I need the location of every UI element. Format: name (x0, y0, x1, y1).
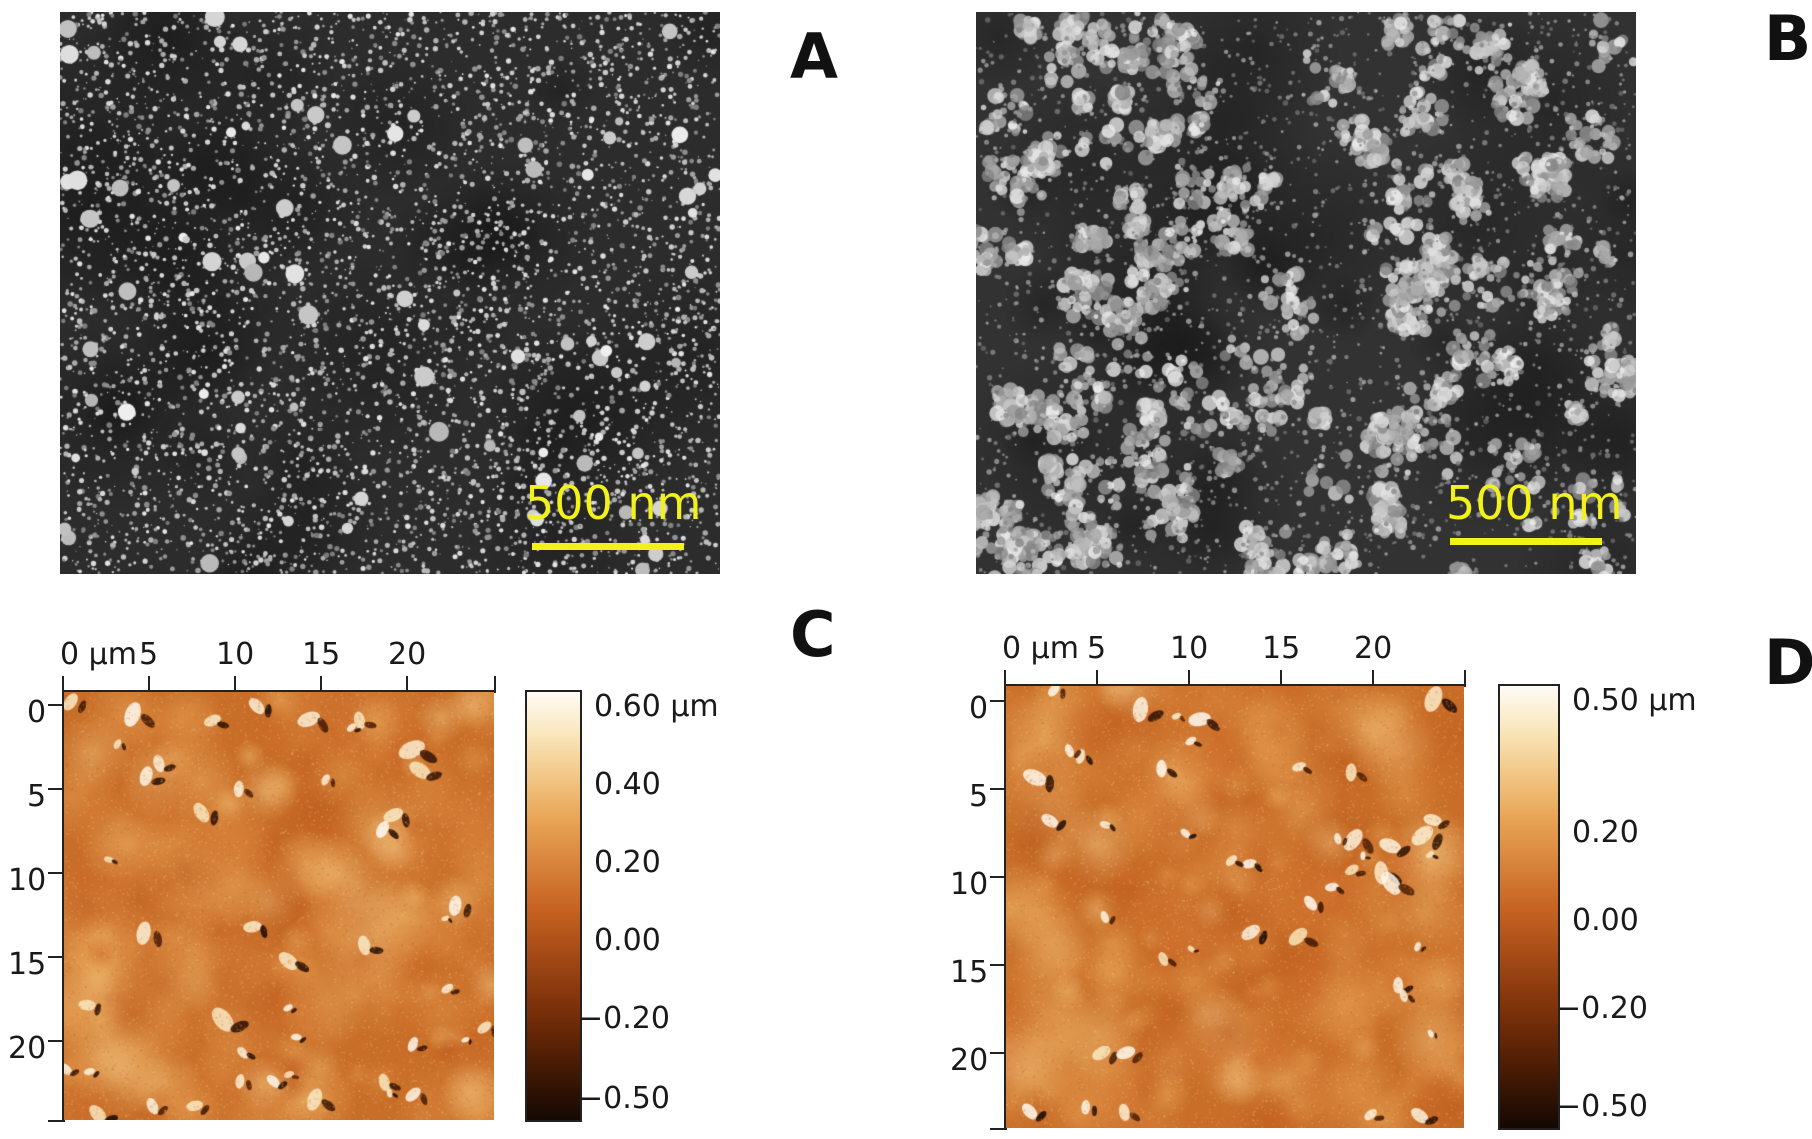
left-tick-label-c-2: 10 (8, 863, 47, 898)
left-tick-d-2 (990, 876, 1004, 878)
left-tick-label-c-0: 0 (27, 695, 47, 730)
left-tick-c-2 (48, 872, 62, 874)
top-tick-label-c-4: 20 (388, 637, 427, 672)
left-tick-label-d-4: 20 (950, 1043, 989, 1078)
top-tick-label-c-3: 15 (302, 637, 341, 672)
top-tick-d-1 (1096, 670, 1098, 684)
top-axis-line-d (1004, 684, 1466, 687)
panel-letter-c: C (790, 598, 836, 671)
top-axis-line-c (62, 690, 496, 693)
left-tick-label-d-3: 15 (950, 955, 989, 990)
panel-letter-b: B (1764, 2, 1812, 75)
top-tick-label-d-3: 15 (1262, 631, 1301, 666)
colorbar-c (525, 690, 582, 1122)
sem-image-a: 500 nm (60, 12, 720, 574)
left-tick-d-4 (990, 1052, 1004, 1054)
scale-bar-b (1450, 538, 1602, 545)
left-tick-d-1 (990, 788, 1004, 790)
top-tick-label-c-2: 10 (216, 637, 255, 672)
left-tick-c-3 (48, 956, 62, 958)
top-tick-label-d-1: 5 (1087, 631, 1107, 666)
top-tick-d-4 (1372, 670, 1374, 684)
top-tick-label-d-4: 20 (1354, 631, 1393, 666)
left-tick-label-c-1: 5 (27, 779, 47, 814)
left-axis-line-d (1004, 684, 1007, 1130)
left-tick-label-d-0: 0 (969, 691, 989, 726)
left-tick-end-c (48, 1120, 62, 1122)
top-tick-label-d-0: 0 μm (1002, 631, 1079, 666)
left-tick-d-0 (990, 700, 1004, 702)
panel-letter-a: A (790, 20, 838, 93)
colorbar-label-c-0: 0.60 μm (594, 689, 719, 724)
afm-image-c (64, 692, 494, 1120)
top-tick-end-d (1464, 670, 1466, 684)
left-tick-end-d (990, 1128, 1004, 1130)
top-tick-c-0 (62, 676, 64, 690)
colorbar-label-d-0: 0.50 μm (1572, 683, 1697, 718)
colorbar-label-c-3: 0.00 (594, 923, 661, 958)
afm-image-d (1006, 686, 1464, 1128)
colorbar-d (1498, 684, 1560, 1130)
top-tick-d-0 (1004, 670, 1006, 684)
colorbar-label-c-2: 0.20 (594, 845, 661, 880)
scale-bar-label-a: 500 nm (525, 476, 702, 530)
top-tick-c-2 (234, 676, 236, 690)
left-tick-label-c-4: 20 (8, 1031, 47, 1066)
top-tick-end-c (494, 676, 496, 690)
left-tick-label-d-1: 5 (969, 779, 989, 814)
left-tick-c-0 (48, 704, 62, 706)
left-tick-d-3 (990, 964, 1004, 966)
colorbar-label-c-1: 0.40 (594, 767, 661, 802)
top-tick-label-c-0: 0 μm (60, 637, 137, 672)
sem-image-b: 500 nm (976, 12, 1636, 574)
left-tick-label-c-3: 15 (8, 947, 47, 982)
top-tick-label-c-1: 5 (139, 637, 159, 672)
colorbar-label-d-1: 0.20 (1572, 815, 1639, 850)
top-tick-label-d-2: 10 (1170, 631, 1209, 666)
colorbar-label-d-3: −0.20 (1556, 991, 1648, 1026)
left-tick-c-1 (48, 788, 62, 790)
scale-bar-a (532, 543, 684, 550)
left-axis-line-c (62, 690, 65, 1122)
left-tick-c-4 (48, 1040, 62, 1042)
top-tick-c-3 (320, 676, 322, 690)
colorbar-label-d-2: 0.00 (1572, 903, 1639, 938)
left-tick-label-d-2: 10 (950, 867, 989, 902)
top-tick-d-3 (1280, 670, 1282, 684)
panel-letter-d: D (1764, 626, 1812, 699)
colorbar-label-c-5: −0.50 (578, 1081, 670, 1116)
colorbar-label-c-4: −0.20 (578, 1001, 670, 1036)
top-tick-c-4 (406, 676, 408, 690)
colorbar-label-d-4: −0.50 (1556, 1089, 1648, 1124)
top-tick-c-1 (148, 676, 150, 690)
scale-bar-label-b: 500 nm (1446, 476, 1623, 530)
top-tick-d-2 (1188, 670, 1190, 684)
